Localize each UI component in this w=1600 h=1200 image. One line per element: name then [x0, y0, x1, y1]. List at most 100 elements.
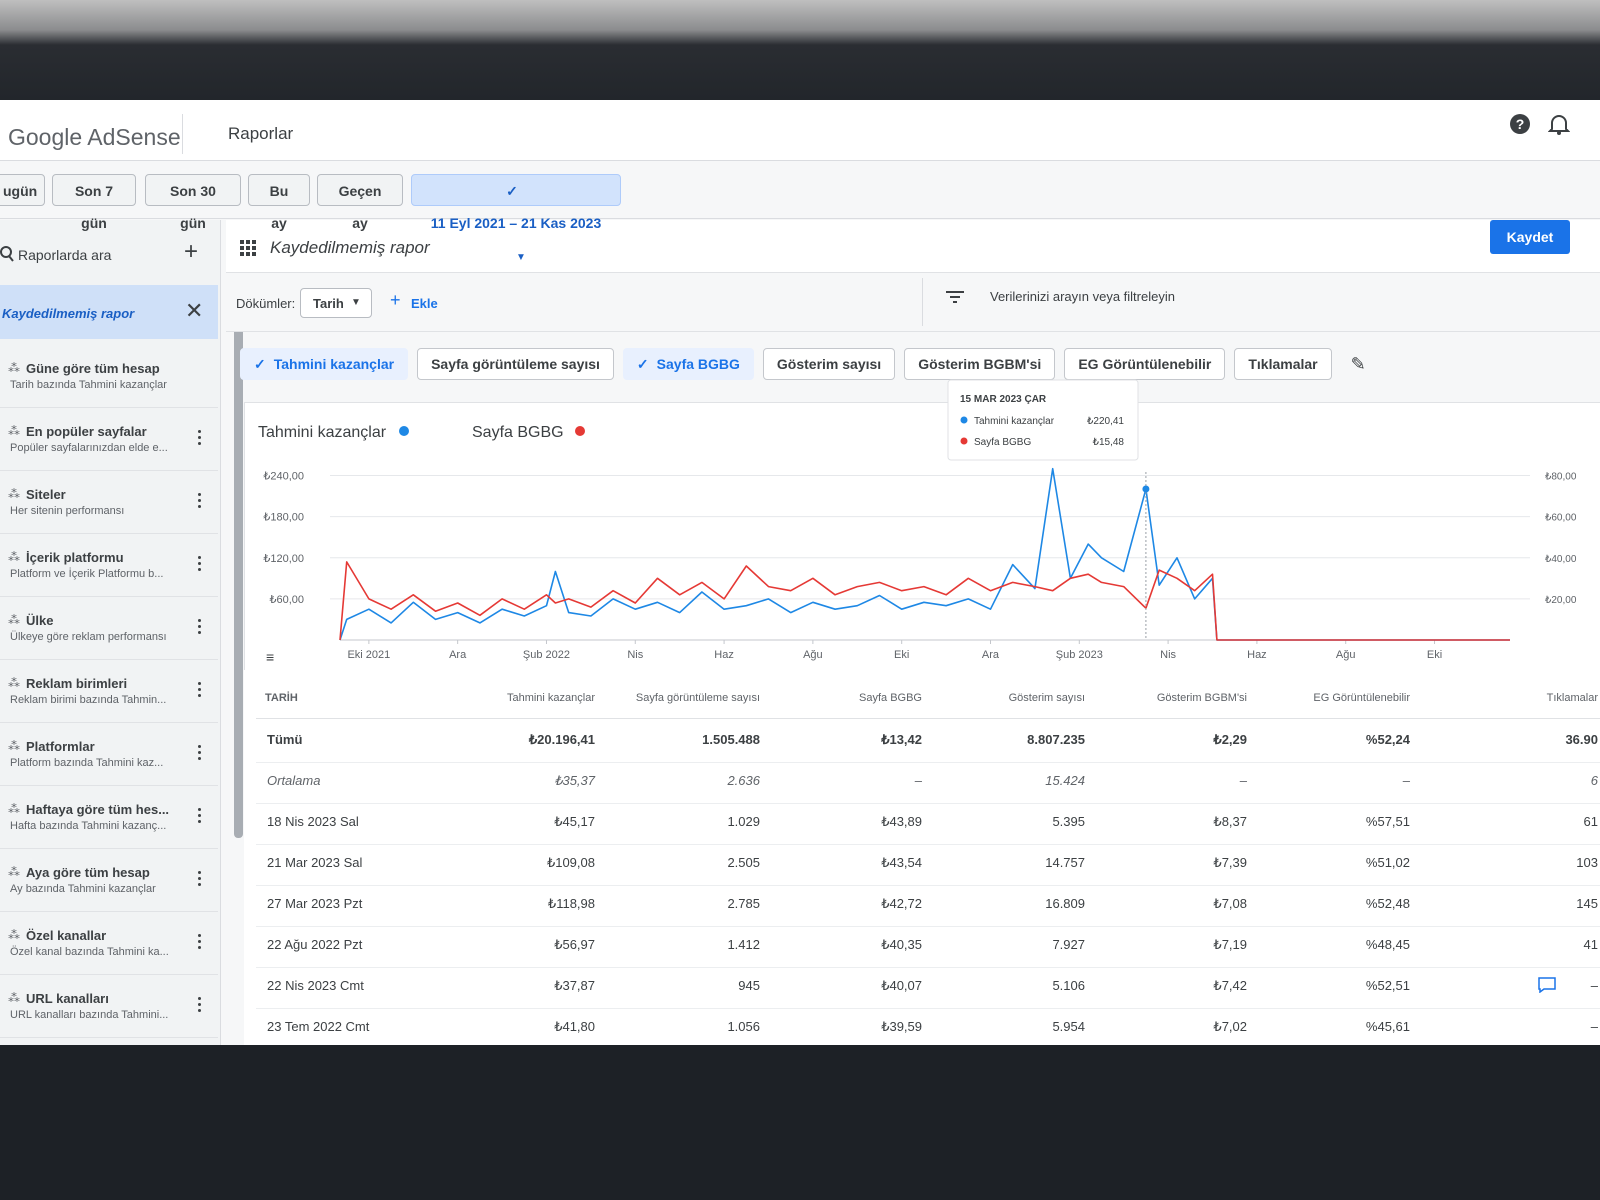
x-tick-label: Şub 2022: [523, 649, 570, 661]
more-menu[interactable]: [198, 682, 202, 700]
date-chip-label[interactable]: Son 30 gün: [170, 183, 216, 231]
report-item-title[interactable]: Güne göre tüm hesap: [26, 361, 160, 376]
save-button[interactable]: Kaydet: [1490, 220, 1570, 254]
report-item[interactable]: ⁂ En popüler sayfalar Popüler sayfalarınız…: [0, 408, 218, 471]
column-header[interactable]: Gösterim sayısı: [1008, 692, 1085, 704]
date-chip-label[interactable]: ugün: [3, 183, 38, 199]
report-item-title[interactable]: İçerik platformu: [26, 550, 124, 565]
report-item[interactable]: ⁂ Reklam birimleri Reklam birimi bazında T…: [0, 660, 218, 723]
feedback-icon[interactable]: [1538, 977, 1556, 993]
report-item[interactable]: ⁂ Aya göre tüm hesap Ay bazında Tahmini ka…: [0, 849, 218, 912]
more-menu[interactable]: [198, 871, 202, 889]
column-header[interactable]: Sayfa BGBG: [859, 692, 922, 704]
cell-value: 16.809: [1045, 896, 1085, 911]
date-chip[interactable]: Bu ay: [248, 174, 310, 231]
table: [244, 670, 1600, 1045]
date-chip[interactable]: ✓ 11 Eyl 2021 – 21 Kas 2023 ▼: [411, 174, 621, 263]
notifications-icon[interactable]: [1548, 112, 1570, 136]
metric-chip-label[interactable]: Tıklamalar: [1248, 356, 1318, 372]
apps-icon[interactable]: [240, 240, 256, 256]
row-divider: [256, 844, 1600, 845]
column-header[interactable]: Sayfa görüntüleme sayısı: [635, 692, 760, 704]
divider: [922, 278, 923, 326]
metric-chip[interactable]: Tıklamalar: [1234, 348, 1332, 380]
date-chip[interactable]: Son 30 gün: [145, 174, 241, 231]
report-item-title[interactable]: En popüler sayfalar: [26, 424, 147, 439]
y-tick-label: ₺120,00: [263, 553, 304, 565]
report-item-subtitle: Popüler sayfalarınızdan elde e...: [10, 442, 168, 454]
add-breakdown[interactable]: Ekle: [411, 296, 438, 311]
edit-metrics[interactable]: ✎: [1350, 353, 1366, 374]
active-report-title[interactable]: Kaydedilmemiş rapor: [2, 306, 135, 321]
close-report-button[interactable]: ✕: [185, 298, 204, 323]
metric-chip-label[interactable]: Gösterim BGBM'si: [918, 356, 1042, 372]
metric-chip[interactable]: ✓ Tahmini kazançlar: [240, 348, 409, 380]
report-item-title[interactable]: Reklam birimleri: [26, 676, 128, 691]
date-chip-label[interactable]: Bu ay: [269, 183, 289, 231]
metric-chip[interactable]: Gösterim BGBM'si: [904, 348, 1056, 380]
report-item-title[interactable]: Haftaya göre tüm hes...: [26, 802, 170, 817]
metric-chip-label[interactable]: Gösterim sayısı: [776, 356, 882, 372]
report-item-title[interactable]: URL kanalları: [26, 991, 109, 1006]
breakdown-chip[interactable]: [300, 288, 372, 318]
metric-chip-label[interactable]: Sayfa BGBG: [656, 356, 740, 372]
more-menu[interactable]: [198, 556, 202, 574]
active-report[interactable]: [0, 285, 218, 339]
report-search[interactable]: Raporlarda ara: [18, 247, 112, 263]
column-header[interactable]: TARİH: [265, 692, 298, 704]
filter-icon[interactable]: [946, 290, 964, 304]
breakdown-value[interactable]: Tarih: [313, 296, 344, 311]
report-item[interactable]: ⁂ URL kanalları URL kanalları bazında Tahm…: [0, 975, 218, 1038]
report-item[interactable]: ⁂ Ülke Ülkeye göre reklam performansı: [0, 597, 218, 660]
report-item[interactable]: ⁂ Özel kanallar Özel kanal bazında Tahmini…: [0, 912, 218, 975]
date-chip-label[interactable]: Son 7 gün: [74, 183, 114, 231]
help-icon[interactable]: ?: [1508, 112, 1532, 136]
more-menu[interactable]: [198, 430, 202, 448]
more-menu[interactable]: [198, 934, 202, 952]
date-chip[interactable]: Son 7 gün: [52, 174, 136, 231]
report-item-title[interactable]: Platformlar: [26, 739, 95, 754]
report-item-title[interactable]: Aya göre tüm hesap: [26, 865, 150, 880]
cell-value: ₺8,37: [1213, 814, 1247, 829]
report-item[interactable]: ⁂ Siteler Her sitenin performansı: [0, 471, 218, 534]
report-item[interactable]: ⁂ Haftaya göre tüm hes... Hafta bazında Ta…: [0, 786, 218, 849]
metric-chip-label[interactable]: Sayfa görüntüleme sayısı: [431, 356, 600, 372]
column-header[interactable]: Tahmini kazançlar: [506, 692, 595, 704]
more-menu[interactable]: [198, 493, 202, 511]
column-header[interactable]: EG Görüntülenebilir: [1313, 692, 1410, 704]
report-item[interactable]: ⁂ İçerik platformu Platform ve İçerik Plat…: [0, 534, 218, 597]
report-item-title[interactable]: Siteler: [26, 487, 66, 502]
report-item[interactable]: ⁂ Platformlar Platform bazında Tahmini kaz…: [0, 723, 218, 786]
metric-chip[interactable]: Sayfa görüntüleme sayısı: [417, 348, 614, 380]
row-label: 27 Mar 2023 Pzt: [267, 896, 363, 911]
date-chip[interactable]: ugün: [0, 174, 45, 206]
metric-chip-label[interactable]: EG Görüntülenebilir: [1078, 356, 1212, 372]
date-chip[interactable]: Geçen ay: [317, 174, 403, 231]
chart-menu: ≡: [266, 649, 274, 665]
report-item[interactable]: ⁂ Güne göre tüm hesap Tarih bazında Tahmin…: [0, 345, 218, 408]
report-item-title[interactable]: Özel kanallar: [26, 928, 107, 943]
check-icon: ✓: [636, 356, 649, 372]
date-chip-label[interactable]: 11 Eyl 2021 – 21 Kas 2023: [430, 215, 602, 231]
date-chip-label[interactable]: Geçen ay: [338, 183, 382, 231]
metric-chip-label[interactable]: Tahmini kazançlar: [273, 356, 395, 372]
add-icon[interactable]: +: [390, 290, 401, 310]
cell-value: %45,61: [1365, 1019, 1410, 1034]
column-header[interactable]: Gösterim BGBM'si: [1156, 692, 1247, 704]
new-report-button[interactable]: +: [184, 238, 199, 265]
cell-value: 5.106: [1052, 978, 1085, 993]
metric-chip[interactable]: ✓ Sayfa BGBG: [622, 348, 754, 380]
report-item-title[interactable]: Ülke: [26, 613, 54, 628]
more-menu[interactable]: [198, 745, 202, 763]
column-header[interactable]: Tıklamalar: [1546, 692, 1598, 704]
filter-input[interactable]: Verilerinizi arayın veya filtreleyin: [990, 289, 1175, 304]
report-icon: ⁂: [8, 928, 20, 942]
metric-chip[interactable]: Gösterim sayısı: [762, 348, 896, 380]
more-menu[interactable]: [198, 997, 202, 1015]
metric-chip[interactable]: EG Görüntülenebilir: [1064, 348, 1226, 380]
more-menu[interactable]: [198, 808, 202, 826]
divider: [256, 718, 1600, 719]
x-tick-label: Nis: [627, 649, 643, 661]
cell-value: ₺109,08: [546, 855, 595, 870]
more-menu[interactable]: [198, 619, 202, 637]
